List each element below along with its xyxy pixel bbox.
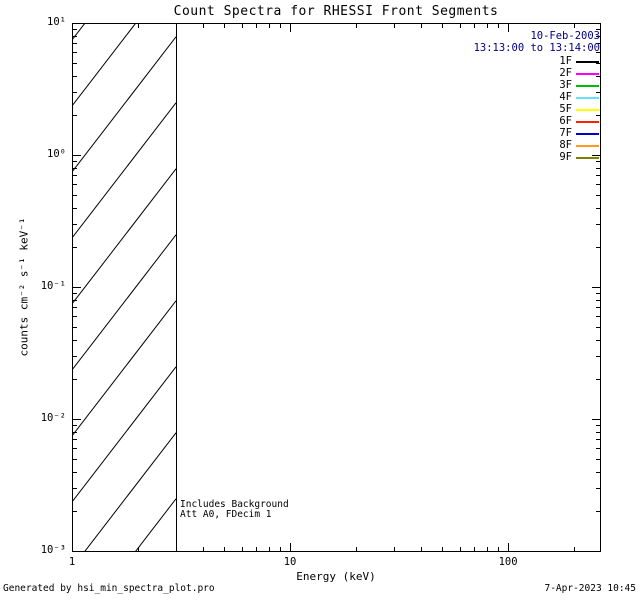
legend-entry-line-swatch: [576, 73, 599, 75]
legend-entry-line-swatch: [576, 145, 599, 147]
annotation-includes-background: Includes Background: [180, 499, 289, 510]
y-tick-label: 10⁰: [47, 148, 66, 160]
hatch-line: [72, 300, 177, 437]
hatched-region: [72, 23, 177, 551]
hatch-line: [72, 23, 137, 107]
legend-entry-label: 9F: [559, 151, 572, 163]
legend-entry-line-swatch: [576, 109, 599, 111]
legend-entry-label: 1F: [559, 55, 572, 67]
legend-entry-line-swatch: [576, 97, 599, 99]
hatch-line: [72, 168, 177, 305]
hatch-line: [72, 36, 177, 173]
y-tick-label: 10¹: [47, 16, 66, 28]
legend-entry-label: 5F: [559, 103, 572, 115]
legend-entry-label: 6F: [559, 115, 572, 127]
x-axis-title: Energy (keV): [296, 570, 376, 583]
y-tick-label: 10⁻¹: [40, 280, 66, 292]
annotation-attenuator-decimation: Att A0, FDecim 1: [180, 509, 272, 520]
hatch-line: [72, 102, 177, 239]
legend-entry-label: 8F: [559, 139, 572, 151]
legend-date: 10-Feb-2003: [530, 30, 600, 42]
x-tick-label: 100: [498, 556, 518, 568]
y-tick-label: 10⁻³: [40, 544, 66, 556]
legend-entry-line-swatch: [576, 121, 599, 123]
legend-entry-label: 7F: [559, 127, 572, 139]
legend-entry-line-swatch: [576, 61, 599, 63]
legend-time-range: 13:13:00 to 13:14:00: [473, 42, 600, 54]
legend-entry-line-swatch: [576, 85, 599, 87]
hatch-line: [84, 432, 177, 551]
hatch-line: [135, 498, 177, 551]
legend-entry-label: 3F: [559, 79, 572, 91]
legend-entry-line-swatch: [576, 157, 599, 159]
footer-generated-by: Generated by hsi_min_spectra_plot.pro: [3, 583, 215, 594]
y-tick-label: 10⁻²: [40, 412, 66, 424]
footer-timestamp: 7-Apr-2023 10:45: [544, 583, 636, 594]
chart-title: Count Spectra for RHESSI Front Segments: [173, 4, 499, 19]
plot-border: [72, 23, 601, 552]
x-tick-label: 10: [283, 556, 297, 568]
legend-entry-label: 4F: [559, 91, 572, 103]
x-tick-label: 1: [68, 556, 76, 568]
legend-entry-label: 2F: [559, 67, 572, 79]
legend-entry-line-swatch: [576, 133, 599, 135]
hatch-line: [72, 234, 177, 371]
hatch-line: [72, 366, 177, 503]
